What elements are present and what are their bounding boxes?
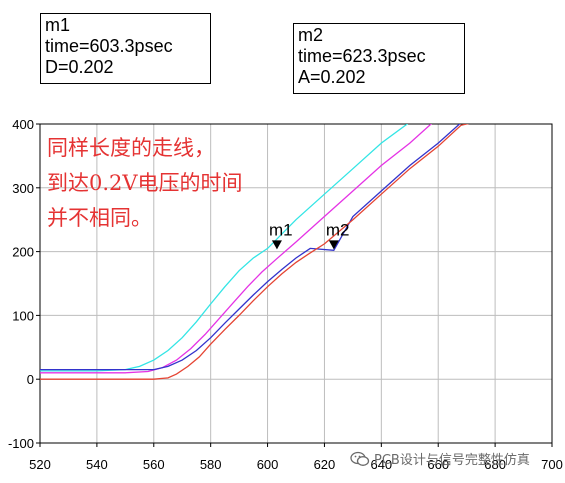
annotation-line-2: 到达0.2V电压的时间 [47,171,243,195]
series-line-4 [40,124,470,380]
plot-frame [39,123,553,444]
x-tick-label: 600 [257,457,279,472]
annotation-line-1: 同样长度的走线， [47,136,215,160]
x-tick-label: 560 [143,457,165,472]
x-tick-label: 700 [541,457,563,472]
marker-m1-name: m1 [45,15,71,35]
y-tick-labels: 400 300 200 100 0 -100 [8,117,34,451]
x-tick-label: 520 [29,457,51,472]
marker-m1-triangle [271,240,282,250]
series-line-3 [40,124,461,371]
watermark-text: PCB设计与信号完整性仿真 [374,453,530,468]
y-tick-label: 400 [12,117,34,132]
y-tick-label: 300 [12,181,34,196]
markers: m1 m2 [269,220,350,250]
wechat-logo-icon [350,451,370,466]
y-tick-label: 200 [12,245,34,260]
x-tick-label: 580 [200,457,222,472]
marker-m1-label: m1 [269,220,293,239]
series-lines [40,124,470,380]
marker-m1-value: D=0.202 [45,57,114,77]
marker-m1-readout: m1 time=603.3psec D=0.202 [40,13,211,84]
y-tick-label: 100 [12,308,34,323]
marker-m2-time: time=623.3psec [298,46,426,66]
x-tick-label: 680 [484,457,506,472]
series-line-1 [40,124,409,372]
x-tick-labels: 520 540 560 580 600 620 640 660 680 700 [29,457,563,472]
watermark: PCB设计与信号完整性仿真 [350,449,530,468]
x-tick-label: 660 [427,457,449,472]
marker-m2-name: m2 [298,25,324,45]
x-tick-label: 620 [314,457,336,472]
marker-m2-label: m2 [326,220,350,239]
y-tick-label: -100 [8,436,34,451]
marker-m2-readout: m2 time=623.3psec A=0.202 [293,23,465,94]
annotation-line-3: 并不相同。 [47,206,152,230]
x-tick-label: 540 [86,457,108,472]
marker-m1-time: time=603.3psec [45,36,173,56]
marker-m2-triangle [328,240,339,250]
marker-m2-value: A=0.202 [298,67,366,87]
x-tick-label: 640 [370,457,392,472]
annotation-text: 同样长度的走线， 到达0.2V电压的时间 并不相同。 [47,131,243,236]
y-tick-label: 0 [27,372,34,387]
